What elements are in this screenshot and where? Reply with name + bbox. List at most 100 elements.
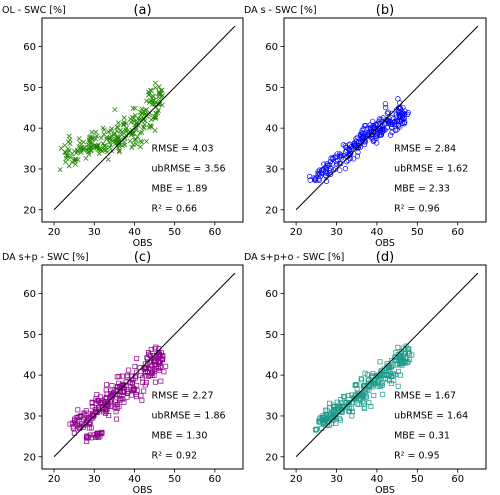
y-tick-label: 20 (23, 452, 36, 463)
data-point (376, 119, 382, 125)
x-tick-label: 50 (168, 227, 181, 238)
data-point (120, 122, 126, 128)
data-point (369, 118, 376, 125)
data-point (86, 149, 92, 155)
data-point (156, 366, 161, 371)
data-point (156, 352, 162, 358)
data-point (366, 400, 372, 406)
data-point (153, 344, 159, 350)
data-point (129, 114, 135, 120)
data-point (378, 132, 385, 138)
data-point (362, 370, 368, 376)
x-tick-label: 30 (330, 227, 343, 238)
data-point (350, 408, 355, 414)
data-point (342, 165, 349, 172)
data-point (102, 399, 108, 405)
data-point (149, 370, 155, 376)
data-point (359, 377, 365, 383)
panel-label: (a) (133, 3, 151, 18)
data-point (402, 108, 408, 114)
data-point (71, 430, 77, 436)
data-point (352, 144, 358, 150)
axes-frame (41, 17, 244, 223)
data-point (394, 362, 400, 368)
y-tick-label: 30 (23, 164, 36, 175)
data-point (395, 122, 402, 128)
data-point (316, 167, 323, 173)
data-point (339, 406, 345, 412)
data-point (75, 414, 81, 420)
stat-annotation: ubRMSE = 1.64 (394, 411, 468, 422)
data-point (86, 135, 92, 141)
data-point (388, 358, 394, 364)
data-point (387, 132, 394, 138)
data-point (108, 388, 114, 394)
y-tick-label: 40 (23, 371, 36, 382)
stat-annotation: ubRMSE = 1.62 (394, 164, 468, 175)
data-point (313, 427, 319, 433)
chart-panel: 20 30 40 50 60 20 30 40 50 60 DA s+p+o - SWC [%] (d… (244, 250, 487, 495)
data-point (122, 382, 128, 388)
data-point (86, 137, 92, 143)
data-point (153, 362, 158, 367)
data-point (93, 129, 99, 135)
y-axis-label: DA s+p+o - SWC [%] (244, 252, 344, 263)
data-point (306, 173, 313, 180)
data-point (75, 157, 81, 163)
stat-annotation: RMSE = 1.67 (394, 391, 456, 402)
data-point (95, 431, 101, 437)
x-axis-label: OBS (133, 238, 153, 249)
data-point (93, 396, 99, 402)
data-point (332, 154, 338, 161)
data-point (103, 387, 109, 393)
data-point (386, 364, 392, 370)
data-point (74, 421, 80, 427)
data-point (135, 134, 140, 140)
y-tick-label: 30 (265, 411, 278, 422)
data-point (368, 125, 374, 131)
data-point (389, 120, 396, 126)
data-point (152, 379, 158, 385)
data-point (314, 426, 320, 432)
data-point (389, 124, 395, 130)
data-point (395, 96, 401, 102)
data-point (122, 142, 128, 148)
data-point (350, 396, 356, 402)
data-point (377, 125, 383, 131)
data-point (155, 107, 161, 113)
data-point (149, 362, 155, 368)
data-point (321, 418, 327, 424)
data-point (312, 177, 318, 183)
data-point (151, 353, 157, 359)
data-point (320, 167, 327, 173)
data-point (83, 155, 89, 161)
data-point (102, 143, 108, 149)
data-point (137, 144, 143, 150)
data-point (399, 112, 406, 118)
data-point (347, 155, 353, 162)
data-point (367, 126, 373, 132)
data-point (94, 433, 100, 439)
data-point (77, 145, 83, 151)
data-point (102, 407, 108, 413)
stat-annotation: ubRMSE = 3.56 (152, 164, 226, 175)
x-tick-label: 20 (290, 227, 303, 238)
data-point (94, 144, 100, 149)
data-point (351, 395, 357, 401)
data-point (338, 409, 344, 415)
data-point (353, 138, 359, 144)
data-point (395, 383, 401, 389)
x-tick-label: 30 (88, 474, 101, 485)
data-point (131, 131, 137, 136)
data-point (338, 397, 343, 403)
data-point (389, 380, 395, 386)
data-point (106, 403, 112, 409)
data-point (152, 114, 158, 120)
data-point (146, 89, 152, 95)
data-point (94, 410, 100, 415)
data-point (156, 367, 162, 373)
data-point (346, 400, 352, 406)
data-point (148, 98, 154, 104)
data-point (77, 414, 82, 420)
y-tick-label: 60 (23, 42, 36, 53)
